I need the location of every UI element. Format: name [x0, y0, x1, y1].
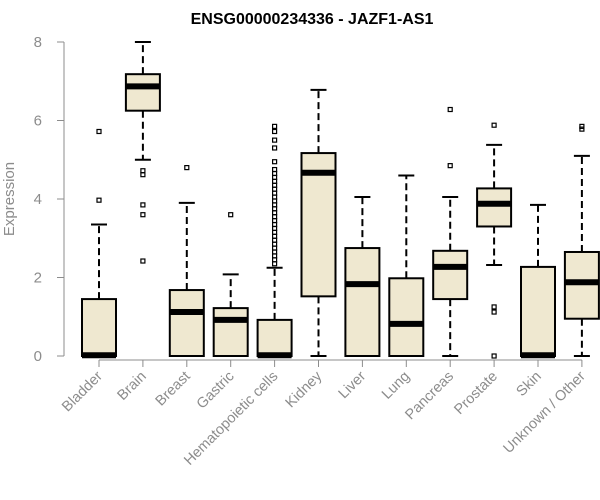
outlier-point	[272, 145, 278, 151]
box	[300, 152, 337, 298]
outlier-point	[140, 202, 146, 208]
x-tick-label: Liver	[336, 368, 370, 402]
box-group	[124, 41, 161, 264]
outlier-point	[272, 128, 278, 135]
outlier-point	[96, 128, 102, 135]
box-group	[168, 165, 205, 357]
box	[432, 249, 469, 301]
box-group	[344, 196, 381, 357]
box	[256, 318, 293, 358]
outlier-point	[228, 212, 234, 218]
y-tick-label: 0	[34, 348, 42, 365]
box	[344, 247, 381, 357]
outlier-point	[447, 163, 453, 169]
outlier-point	[579, 126, 585, 132]
outlier-point	[140, 258, 146, 264]
outlier-point	[184, 165, 190, 171]
y-tick-label: 8	[34, 34, 42, 51]
y-tick-label: 2	[34, 270, 42, 287]
outlier-point	[96, 197, 102, 203]
y-tick-label: 6	[34, 113, 42, 130]
box-group	[563, 123, 600, 357]
box-group	[476, 122, 513, 359]
x-tick-label: Kidney	[283, 368, 326, 411]
x-tick-label: Unknown / Other	[500, 368, 588, 456]
box	[81, 298, 117, 357]
outlier-point	[272, 166, 278, 173]
box-group	[388, 174, 425, 357]
box	[212, 307, 249, 357]
x-tick-label: Breast	[153, 369, 194, 410]
outlier-point	[491, 353, 497, 359]
outlier-point	[272, 123, 278, 129]
box	[476, 187, 513, 228]
box-group	[256, 123, 293, 359]
box-group	[81, 128, 117, 359]
boxes-group	[81, 41, 600, 359]
x-tick-label: Prostate	[451, 369, 500, 418]
outlier-point	[140, 168, 146, 174]
box	[168, 289, 205, 357]
y-tick-label: 4	[34, 191, 42, 208]
y-axis: 0 2 4 6 8	[34, 34, 65, 365]
x-tick-label: Bladder	[59, 368, 106, 415]
outlier-point	[447, 106, 453, 113]
box	[124, 73, 161, 112]
outlier-point	[272, 137, 278, 143]
box-group	[520, 203, 556, 359]
box	[388, 277, 425, 357]
outlier-point	[491, 309, 497, 315]
x-tick-label: Gastric	[194, 369, 238, 413]
chart-title: ENSG00000234336 - JAZF1-AS1	[191, 11, 434, 28]
outlier-point	[491, 304, 497, 310]
outlier-point	[579, 123, 585, 129]
box-group	[432, 106, 469, 357]
outlier-point	[491, 122, 497, 128]
outlier-point	[140, 212, 146, 218]
x-tick-label: Lung	[379, 369, 413, 403]
box-group	[300, 88, 337, 357]
box	[563, 250, 600, 320]
x-tick-label: Skin	[514, 369, 545, 400]
y-axis-label: Expression	[1, 162, 18, 236]
x-tick-label: Pancreas	[402, 369, 457, 424]
box	[520, 265, 556, 357]
outlier-point	[272, 159, 278, 165]
box-group	[212, 212, 249, 357]
x-tick-label: Brain	[114, 369, 149, 404]
